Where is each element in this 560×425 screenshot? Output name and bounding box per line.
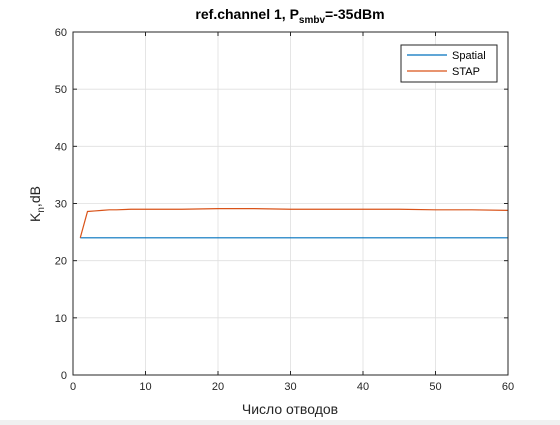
y-axis-label-main: K <box>27 212 43 222</box>
y-tick-label-20: 20 <box>55 256 67 268</box>
series-line-stap <box>79 208 509 238</box>
x-axis-label: Число отводов <box>242 401 338 417</box>
y-tick-label-30: 30 <box>55 199 67 211</box>
chart-title: ref.channel 1, Psmbv=-35dBm <box>195 6 384 26</box>
y-tick-label-60: 60 <box>55 27 67 39</box>
x-tick-label-0: 0 <box>70 381 76 393</box>
y-tick-label-10: 10 <box>55 313 67 325</box>
x-tick-label-40: 40 <box>357 381 369 393</box>
y-axis-label-subscript: n <box>36 207 47 213</box>
x-tick-label-50: 50 <box>429 381 441 393</box>
chart-title-subscript: smbv <box>299 15 326 26</box>
y-tick-label-50: 50 <box>55 84 67 96</box>
legend-box <box>400 44 498 83</box>
series-lines <box>79 208 509 239</box>
axes <box>72 31 509 376</box>
x-tick-label-30: 30 <box>284 381 296 393</box>
y-tick-label-40: 40 <box>55 141 67 153</box>
chart-title-suffix: =-35dBm <box>325 6 385 22</box>
y-axis-label-suffix: ,dB <box>27 186 43 207</box>
x-tick-label-20: 20 <box>212 381 224 393</box>
x-tick-label-10: 10 <box>139 381 151 393</box>
legend: Spatial STAP <box>400 44 498 83</box>
chart-title-main: ref.channel 1, P <box>195 6 298 22</box>
y-tick-label-0: 0 <box>61 370 67 382</box>
legend-label-spatial: Spatial <box>452 50 486 62</box>
x-tick-label-60: 60 <box>502 381 514 393</box>
tick-labels: 0 10 20 30 40 50 60 0 10 20 30 40 50 60 <box>55 27 514 393</box>
y-axis-label: Kn,dB <box>27 186 47 222</box>
legend-label-stap: STAP <box>452 66 480 78</box>
